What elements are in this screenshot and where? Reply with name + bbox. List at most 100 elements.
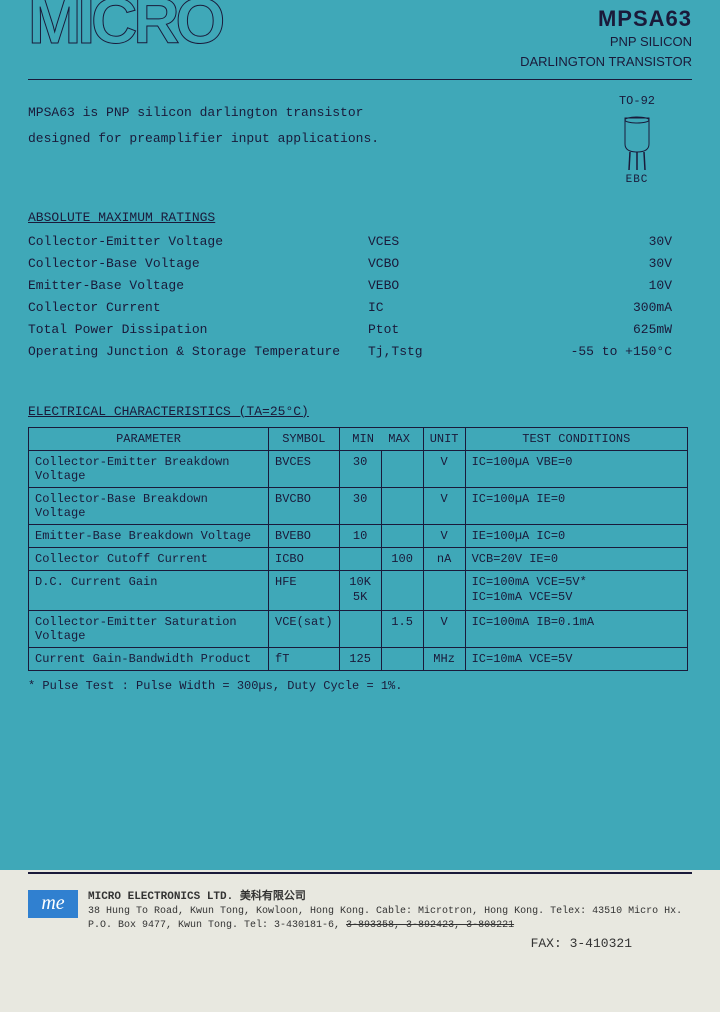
rating-symbol: VCES — [368, 231, 478, 253]
cell-unit — [423, 570, 465, 610]
cell-min: 10 — [339, 524, 381, 547]
cell-unit: V — [423, 610, 465, 647]
rating-symbol: Tj,Tstg — [368, 341, 478, 363]
pulse-note: * Pulse Test : Pulse Width = 300µs, Duty… — [28, 679, 692, 693]
intro-row: MPSA63 is PNP silicon darlington transis… — [28, 94, 692, 186]
rating-value: 625mW — [478, 319, 692, 341]
page-content: MICRO MPSA63 PNP SILICON DARLINGTON TRAN… — [0, 0, 720, 693]
rating-value: 30V — [478, 253, 692, 275]
elec-row: Current Gain-Bandwidth ProductfT125 MHzIC… — [29, 647, 688, 670]
cell-param: Collector-Emitter Saturation Voltage — [29, 610, 269, 647]
rating-symbol: VEBO — [368, 275, 478, 297]
cell-cond: IC=10mA VCE=5V — [465, 647, 687, 670]
cell-unit: nA — [423, 547, 465, 570]
cell-symbol: BVCES — [269, 450, 340, 487]
cell-symbol: fT — [269, 647, 340, 670]
fax-label: FAX: 3-410321 — [531, 936, 632, 951]
cell-cond: IC=100µA VBE=0 — [465, 450, 687, 487]
elec-row: D.C. Current GainHFE10K5KIC=100mA VCE=5V… — [29, 570, 688, 610]
cell-symbol: VCE(sat) — [269, 610, 340, 647]
rating-symbol: IC — [368, 297, 478, 319]
rating-param: Emitter-Base Voltage — [28, 275, 368, 297]
cell-symbol: ICBO — [269, 547, 340, 570]
cell-max — [381, 570, 423, 610]
ratings-row: Operating Junction & Storage Temperature… — [28, 341, 692, 363]
cell-min: 30 — [339, 487, 381, 524]
cell-min: 10K5K — [339, 570, 381, 610]
col-header: SYMBOL — [269, 427, 340, 450]
cell-min — [339, 547, 381, 570]
cell-min: 125 — [339, 647, 381, 670]
cell-min — [339, 610, 381, 647]
rating-value: 10V — [478, 275, 692, 297]
ratings-row: Collector CurrentIC300mA — [28, 297, 692, 319]
col-minmax: MIN MAX — [339, 427, 423, 450]
elec-row: Collector-Emitter Breakdown VoltageBVCES… — [29, 450, 688, 487]
col-header: UNIT — [423, 427, 465, 450]
company-address: 38 Hung To Road, Kwun Tong, Kowloon, Hon… — [88, 905, 682, 919]
po-text: P.O. Box 9477, Kwun Tong. Tel: 3-430181-… — [88, 920, 346, 931]
ratings-heading: ABSOLUTE MAXIMUM RATINGS — [28, 210, 692, 225]
rating-value: -55 to +150°C — [478, 341, 692, 363]
cell-unit: V — [423, 524, 465, 547]
package-type-label: TO-92 — [592, 94, 682, 108]
part-number: MPSA63 — [520, 6, 692, 32]
rating-symbol: Ptot — [368, 319, 478, 341]
cell-param: Current Gain-Bandwidth Product — [29, 647, 269, 670]
cell-min: 30 — [339, 450, 381, 487]
ratings-row: Collector-Base VoltageVCBO30V — [28, 253, 692, 275]
cell-param: Collector-Base Breakdown Voltage — [29, 487, 269, 524]
cell-param: Collector-Emitter Breakdown Voltage — [29, 450, 269, 487]
cell-max: 100 — [381, 547, 423, 570]
cell-cond: IC=100µA IE=0 — [465, 487, 687, 524]
to92-icon — [615, 112, 659, 172]
rating-value: 30V — [478, 231, 692, 253]
intro-line-2: designed for preamplifier input applicat… — [28, 126, 379, 152]
rating-symbol: VCBO — [368, 253, 478, 275]
elec-row: Collector-Base Breakdown VoltageBVCBO30 V… — [29, 487, 688, 524]
cell-unit: V — [423, 487, 465, 524]
elec-heading: ELECTRICAL CHARACTERISTICS (TA=25°C) — [28, 404, 692, 419]
cell-max — [381, 450, 423, 487]
rating-param: Collector-Base Voltage — [28, 253, 368, 275]
footer-text: MICRO ELECTRONICS LTD. 美科有限公司 38 Hung To… — [88, 890, 682, 933]
part-subtitle-1: PNP SILICON — [520, 32, 692, 52]
footer-rule — [28, 872, 692, 874]
header-rule — [28, 79, 692, 80]
company-logo-icon: me — [28, 890, 78, 918]
cell-symbol: BVEBO — [269, 524, 340, 547]
header-right: MPSA63 PNP SILICON DARLINGTON TRANSISTOR — [520, 4, 692, 71]
col-header: TEST CONDITIONS — [465, 427, 687, 450]
part-subtitle-2: DARLINGTON TRANSISTOR — [520, 52, 692, 72]
elec-row: Collector Cutoff CurrentICBO 100nAVCB=20V… — [29, 547, 688, 570]
rating-param: Collector-Emitter Voltage — [28, 231, 368, 253]
cell-param: Collector Cutoff Current — [29, 547, 269, 570]
brand-logo: MICRO — [28, 0, 428, 47]
cell-max — [381, 524, 423, 547]
cell-symbol: BVCBO — [269, 487, 340, 524]
cell-cond: IC=100mA VCE=5V*IC=10mA VCE=5V — [465, 570, 687, 610]
cell-cond: IE=100µA IC=0 — [465, 524, 687, 547]
header: MICRO MPSA63 PNP SILICON DARLINGTON TRAN… — [28, 0, 692, 71]
rating-param: Total Power Dissipation — [28, 319, 368, 341]
cell-symbol: HFE — [269, 570, 340, 610]
cell-cond: VCB=20V IE=0 — [465, 547, 687, 570]
struck-numbers: 3-893358, 3-892423, 3-808221 — [346, 920, 514, 931]
ratings-row: Emitter-Base VoltageVEBO10V — [28, 275, 692, 297]
ratings-table: Collector-Emitter VoltageVCES30VCollecto… — [28, 231, 692, 364]
ratings-row: Collector-Emitter VoltageVCES30V — [28, 231, 692, 253]
elec-row: Emitter-Base Breakdown VoltageBVEBO10VIE… — [29, 524, 688, 547]
ratings-row: Total Power DissipationPtot625mW — [28, 319, 692, 341]
footer: me MICRO ELECTRONICS LTD. 美科有限公司 38 Hung… — [28, 890, 692, 933]
electrical-table: PARAMETERSYMBOLMIN MAXUNITTEST CONDITION… — [28, 427, 688, 671]
company-po: P.O. Box 9477, Kwun Tong. Tel: 3-430181-… — [88, 919, 682, 933]
cell-max — [381, 487, 423, 524]
package-diagram: TO-92 EBC — [592, 94, 692, 186]
rating-value: 300mA — [478, 297, 692, 319]
rating-param: Collector Current — [28, 297, 368, 319]
cell-max — [381, 647, 423, 670]
cell-max: 1.5 — [381, 610, 423, 647]
cell-unit: MHz — [423, 647, 465, 670]
intro-text: MPSA63 is PNP silicon darlington transis… — [28, 94, 379, 186]
cell-cond: IC=100mA IB=0.1mA — [465, 610, 687, 647]
